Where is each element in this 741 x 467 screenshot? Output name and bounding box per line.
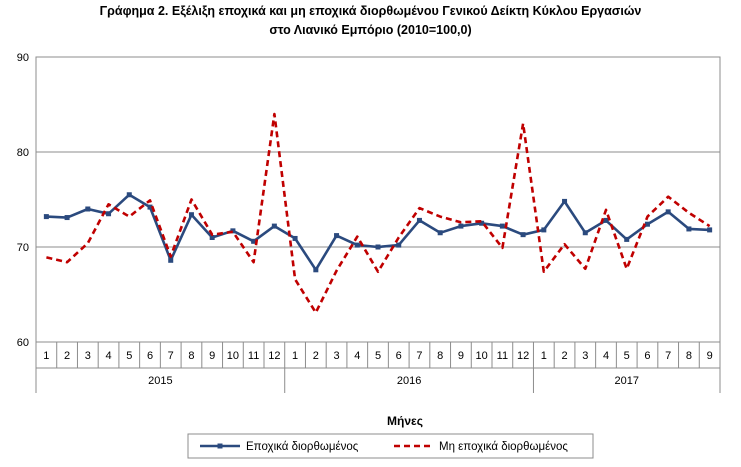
x-axis-title: Μήνες	[387, 414, 423, 428]
x-tick-label: 3	[582, 350, 588, 362]
y-tick-label: 80	[17, 147, 29, 159]
chart-title-line1: Γράφημα 2. Εξέλιξη εποχικά και μη εποχικ…	[99, 4, 642, 18]
legend-label-2: Μη εποχικά διορθωμένος	[439, 441, 568, 453]
data-point-marker	[416, 217, 422, 223]
year-label: 2016	[397, 375, 421, 387]
x-tick-label: 5	[624, 350, 630, 362]
x-tick-label: 8	[188, 350, 194, 362]
x-tick-label: 2	[561, 350, 567, 362]
data-point-marker	[562, 198, 568, 204]
data-point-marker	[375, 244, 381, 250]
year-label: 2015	[148, 375, 172, 387]
x-axis-category-table: 1 2 3 4 5 6 7 8 9 10 11 12 1 2 3 4 5 6 7 8 9 10 11 12 1 2 3 4 5 6 7 8 92…	[35, 342, 721, 393]
data-point-marker	[665, 209, 671, 215]
x-tick-label: 9	[458, 350, 464, 362]
data-point-marker	[479, 220, 485, 226]
chart-title: Γράφημα 2. Εξέλιξη εποχικά και μη εποχικ…	[0, 2, 741, 40]
x-tick-label: 10	[476, 350, 488, 362]
data-point-marker	[313, 267, 319, 273]
x-tick-label: 1	[292, 350, 298, 362]
x-tick-label: 3	[85, 350, 91, 362]
x-tick-label: 7	[168, 350, 174, 362]
data-point-marker	[437, 230, 443, 236]
data-point-marker	[147, 204, 153, 210]
legend: Εποχικά διορθωμένος Μη εποχικά διορθωμένο…	[187, 433, 594, 459]
data-point-marker	[334, 233, 340, 239]
data-point-marker	[126, 192, 132, 198]
data-point-marker	[271, 223, 277, 229]
data-point-marker	[43, 214, 49, 220]
x-tick-label: 12	[268, 350, 280, 362]
x-tick-label: 10	[227, 350, 239, 362]
x-tick-label: 7	[665, 350, 671, 362]
x-tick-label: 6	[396, 350, 402, 362]
data-point-marker	[292, 235, 298, 241]
data-point-marker	[520, 232, 526, 238]
data-point-marker	[106, 211, 112, 217]
x-tick-label: 3	[333, 350, 339, 362]
data-point-marker	[230, 228, 236, 234]
x-tick-label: 5	[126, 350, 132, 362]
x-tick-label: 6	[644, 350, 650, 362]
data-point-marker	[251, 238, 257, 244]
data-point-marker	[188, 212, 194, 218]
data-point-marker	[85, 206, 91, 212]
y-tick-label: 70	[17, 242, 29, 254]
x-tick-label: 2	[313, 350, 319, 362]
data-point-marker	[168, 257, 174, 263]
gridlines	[36, 56, 720, 248]
chart-title-line2: στο Λιανικό Εμπόριο (2010=100,0)	[269, 23, 472, 37]
x-tick-label: 4	[603, 350, 609, 362]
data-point-marker	[707, 227, 713, 233]
y-tick-label: 90	[17, 52, 29, 64]
legend-label-1: Εποχικά διορθωμένος	[246, 441, 359, 453]
x-tick-label: 11	[248, 350, 259, 362]
data-point-marker	[499, 223, 505, 229]
year-label: 2017	[614, 375, 638, 387]
data-point-marker	[603, 217, 609, 223]
plot-frame	[35, 56, 721, 343]
series-line-2	[46, 112, 711, 314]
data-point-marker	[396, 242, 402, 248]
x-tick-label: 12	[517, 350, 529, 362]
legend-box	[187, 433, 594, 459]
data-point-marker	[582, 230, 588, 236]
x-tick-label: 9	[707, 350, 713, 362]
series-line-1	[46, 193, 710, 272]
y-axis-ticks: 60 70 80 90	[17, 52, 29, 349]
y-tick-label: 60	[17, 337, 29, 349]
legend-marker	[217, 443, 223, 449]
plot-area-border	[35, 56, 721, 343]
x-tick-label: 8	[686, 350, 692, 362]
x-tick-label: 5	[375, 350, 381, 362]
data-point-marker	[541, 227, 547, 233]
x-tick-label: 8	[437, 350, 443, 362]
series-lines	[43, 112, 713, 314]
x-tick-label: 4	[105, 350, 111, 362]
data-point-marker	[686, 226, 692, 232]
x-tick-label: 7	[416, 350, 422, 362]
data-point-marker	[458, 223, 464, 229]
x-tick-label: 6	[147, 350, 153, 362]
x-tick-label: 1	[43, 350, 49, 362]
x-tick-label: 9	[209, 350, 215, 362]
data-point-marker	[64, 215, 70, 221]
data-point-marker	[644, 221, 650, 227]
data-point-marker	[624, 236, 630, 242]
x-tick-label: 11	[497, 350, 508, 362]
data-point-marker	[209, 235, 215, 240]
x-tick-label: 2	[64, 350, 70, 362]
data-point-marker	[354, 242, 360, 248]
x-tick-label: 4	[354, 350, 360, 362]
x-tick-label: 1	[541, 350, 547, 362]
